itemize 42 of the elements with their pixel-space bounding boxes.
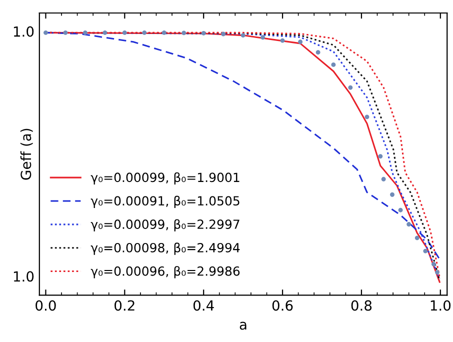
legend-label: γ₀=0.00096, β₀=2.9986 (90, 266, 240, 278)
point (260, 35, 266, 40)
text: 1.0 (14, 26, 34, 37)
x-tick-label: 0.0 (36, 300, 56, 311)
point (390, 192, 394, 197)
point (316, 50, 320, 55)
x-tick-label: 1.0 (430, 300, 451, 311)
legend-label: γ₀=0.00091, β₀=1.0505 (90, 196, 240, 208)
x-tick-label: 0.6 (272, 300, 293, 311)
legend-label: γ₀=0.00099, β₀=2.2997 (90, 219, 240, 232)
point (44, 30, 48, 35)
point (348, 85, 353, 90)
point (331, 62, 336, 67)
x-tick-label: 0.2 (114, 300, 134, 311)
point (435, 270, 440, 275)
point (201, 30, 206, 36)
point (364, 114, 370, 120)
point (240, 33, 246, 38)
point (221, 32, 226, 36)
point (414, 236, 420, 240)
point (63, 30, 68, 35)
point (182, 30, 186, 36)
x-tick-label: 0.4 (193, 300, 214, 311)
point (381, 176, 386, 182)
point (82, 30, 88, 35)
x-tick-label: 0.8 (351, 300, 372, 311)
y-axis-title: Geff (a) (20, 128, 33, 180)
point (122, 30, 127, 35)
legend-label: γ₀=0.00099, β₀=1.9001 (90, 172, 240, 185)
point (431, 262, 436, 266)
point (102, 30, 108, 35)
point (423, 248, 428, 254)
point (406, 222, 412, 227)
point (162, 30, 166, 35)
point (398, 208, 403, 212)
point (378, 154, 383, 159)
point (298, 40, 303, 44)
point (280, 38, 285, 43)
legend-label: γ₀=0.00098, β₀=2.4994 (90, 242, 240, 255)
x-axis-title: a (240, 322, 246, 330)
text: 1.0 (14, 271, 34, 282)
point (142, 30, 147, 35)
